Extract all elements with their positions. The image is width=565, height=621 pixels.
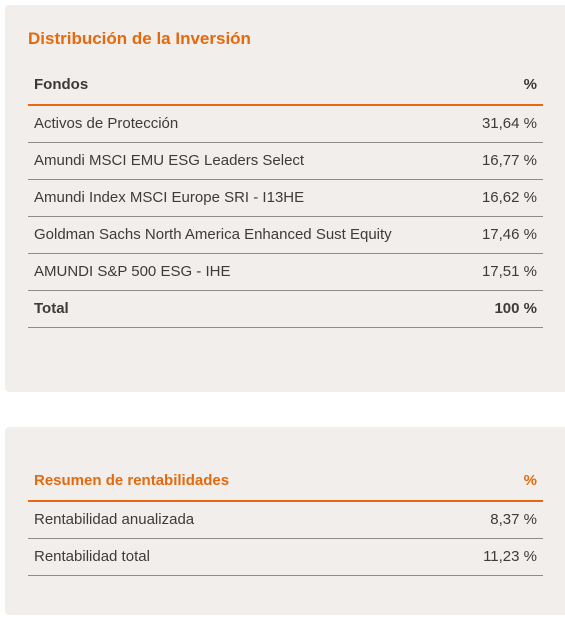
table-row: Activos de Protección 31,64 % [28,105,543,143]
fund-percent: 17,51 % [411,253,543,291]
section-title: Distribución de la Inversión [28,29,251,48]
total-percent: 100 % [411,290,543,328]
fund-name: AMUNDI S&P 500 ESG - IHE [28,253,411,291]
fund-name: Goldman Sachs North America Enhanced Sus… [28,216,411,254]
returns-summary-card: Resumen de rentabilidades % Rentabilidad… [5,427,565,615]
fund-name: Activos de Protección [28,105,411,143]
column-header-percent: % [411,462,543,502]
table-header-row: Resumen de rentabilidades % [28,462,543,502]
fund-name: Amundi MSCI EMU ESG Leaders Select [28,142,411,180]
table-header-row: Fondos % [28,66,543,106]
return-value: 11,23 % [411,538,543,576]
table-row: Amundi MSCI EMU ESG Leaders Select 16,77… [28,142,543,180]
fund-percent: 16,62 % [411,179,543,217]
return-label: Rentabilidad anualizada [28,501,411,539]
table-row: Goldman Sachs North America Enhanced Sus… [28,216,543,254]
column-header-percent: % [411,66,543,106]
total-label: Total [28,290,411,328]
table-row: Rentabilidad anualizada 8,37 % [28,501,543,539]
returns-table: Resumen de rentabilidades % Rentabilidad… [28,462,543,576]
return-label: Rentabilidad total [28,538,411,576]
return-value: 8,37 % [411,501,543,539]
fund-percent: 31,64 % [411,105,543,143]
total-row: Total 100 % [28,290,543,328]
fund-name: Amundi Index MSCI Europe SRI - I13HE [28,179,411,217]
fund-percent: 17,46 % [411,216,543,254]
table-row: Amundi Index MSCI Europe SRI - I13HE 16,… [28,179,543,217]
distribution-table: Fondos % Activos de Protección 31,64 % A… [28,66,543,328]
table-row: Rentabilidad total 11,23 % [28,538,543,576]
column-header-fund: Fondos [28,66,411,106]
investment-distribution-card: Distribución de la Inversión Fondos % Ac… [5,5,565,392]
fund-percent: 16,77 % [411,142,543,180]
column-header-returns: Resumen de rentabilidades [28,462,411,502]
table-row: AMUNDI S&P 500 ESG - IHE 17,51 % [28,253,543,291]
